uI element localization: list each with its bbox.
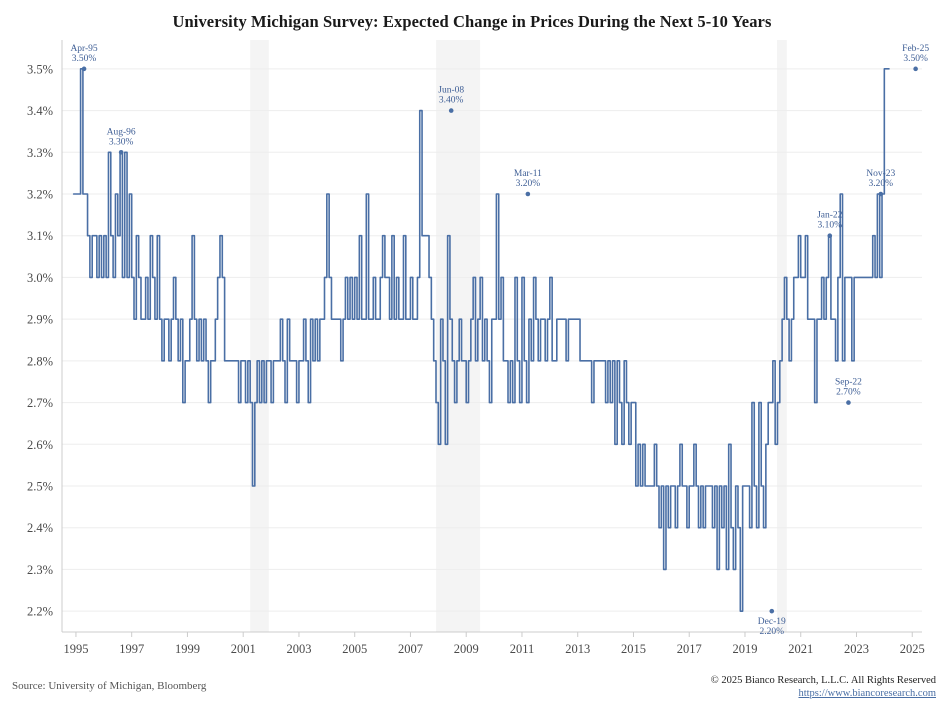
annotation-marker: [913, 66, 918, 72]
y-axis-tick-label: 2.7%: [27, 396, 53, 410]
x-axis-tick-label: 2007: [398, 642, 423, 656]
x-axis-tick-label: 2017: [677, 642, 702, 656]
x-axis-tick-label: 2011: [510, 642, 535, 656]
y-axis-tick-label: 2.5%: [27, 480, 53, 494]
annotation-date-label: Feb-25: [902, 44, 929, 54]
annotation-value-label: 3.30%: [109, 137, 134, 147]
annotation-value-label: 3.20%: [869, 179, 894, 189]
y-axis-tick-label: 2.3%: [27, 563, 53, 577]
data-series-line[interactable]: [72, 68, 890, 612]
x-axis-tick-label: 2021: [788, 642, 813, 656]
annotation-marker: [81, 66, 87, 72]
annotation-marker: [769, 608, 775, 614]
annotation-date-label: Dec-19: [758, 617, 786, 627]
source-note: Source: University of Michigan, Bloomber…: [12, 680, 207, 692]
annotation-value-label: 3.10%: [818, 221, 843, 231]
x-axis-tick-label: 2009: [454, 642, 479, 656]
annotation-value-label: 2.20%: [760, 627, 785, 637]
annotation-value-label: 3.50%: [903, 54, 928, 64]
y-axis-tick-label: 2.8%: [27, 354, 53, 368]
annotation-date-label: Jan-22: [817, 211, 843, 221]
x-axis-tick-label: 2023: [844, 642, 869, 656]
annotation-marker: [878, 191, 884, 197]
x-axis-tick-label: 2003: [286, 642, 311, 656]
annotation-date-label: Mar-11: [514, 169, 542, 179]
x-axis-tick-label: 2001: [231, 642, 256, 656]
y-axis-tick-label: 3.5%: [27, 62, 53, 76]
page-title: University Michigan Survey: Expected Cha…: [172, 12, 772, 31]
annotation-marker: [118, 149, 124, 155]
y-axis-tick-label: 3.2%: [27, 188, 53, 202]
annotation-date-label: Jun-08: [438, 86, 464, 96]
annotation-marker: [827, 233, 833, 239]
annotation-value-label: 3.40%: [439, 96, 464, 106]
y-axis-tick-label: 3.3%: [27, 146, 53, 160]
x-axis-tick-label: 2019: [732, 642, 757, 656]
biancoresearch-link[interactable]: https://www.biancoresearch.com: [798, 688, 936, 700]
y-axis-tick-label: 2.2%: [27, 605, 53, 619]
x-axis-tick-label: 2013: [565, 642, 590, 656]
y-axis-tick-label: 2.6%: [27, 438, 53, 452]
annotation-marker: [448, 108, 454, 113]
y-axis-tick-label: 2.4%: [27, 521, 53, 535]
annotation-date-label: Aug-96: [107, 127, 136, 137]
line-chart: 2.2% 2.3% 2.4% 2.5% 2.6% 2.7% 2.8% 2.9% 3.0% 3.1%…: [27, 40, 929, 656]
annotation-value-label: 2.70%: [836, 388, 861, 398]
copyright-block: © 2025 Bianco Research, L.L.C. All Right…: [711, 674, 936, 700]
annotation-value-label: 3.20%: [516, 179, 541, 189]
annotation-marker: [846, 400, 851, 405]
annotation-date-label: Apr-95: [70, 44, 97, 54]
x-axis-tick-label: 1999: [175, 642, 200, 656]
annotation-date-label: Sep-22: [835, 378, 862, 388]
x-axis-tick-label: 2025: [900, 642, 925, 656]
x-axis-tick-label: 1995: [63, 642, 88, 656]
recession-band: [250, 40, 269, 632]
x-axis-tick-label: 2015: [621, 642, 646, 656]
copyright-text: © 2025 Bianco Research, L.L.C. All Right…: [710, 675, 936, 686]
y-axis-tick-label: 3.1%: [27, 229, 53, 243]
x-axis-tick-label: 2005: [342, 642, 367, 656]
annotation-date-label: Nov-23: [866, 169, 895, 179]
annotation-value-label: 3.50%: [72, 54, 97, 64]
x-axis-tick-label: 1997: [119, 642, 144, 656]
y-axis-tick-label: 3.4%: [27, 104, 53, 118]
y-axis-tick-label: 3.0%: [27, 271, 53, 285]
annotation-marker: [525, 191, 531, 197]
y-axis-tick-label: 2.9%: [27, 313, 53, 327]
